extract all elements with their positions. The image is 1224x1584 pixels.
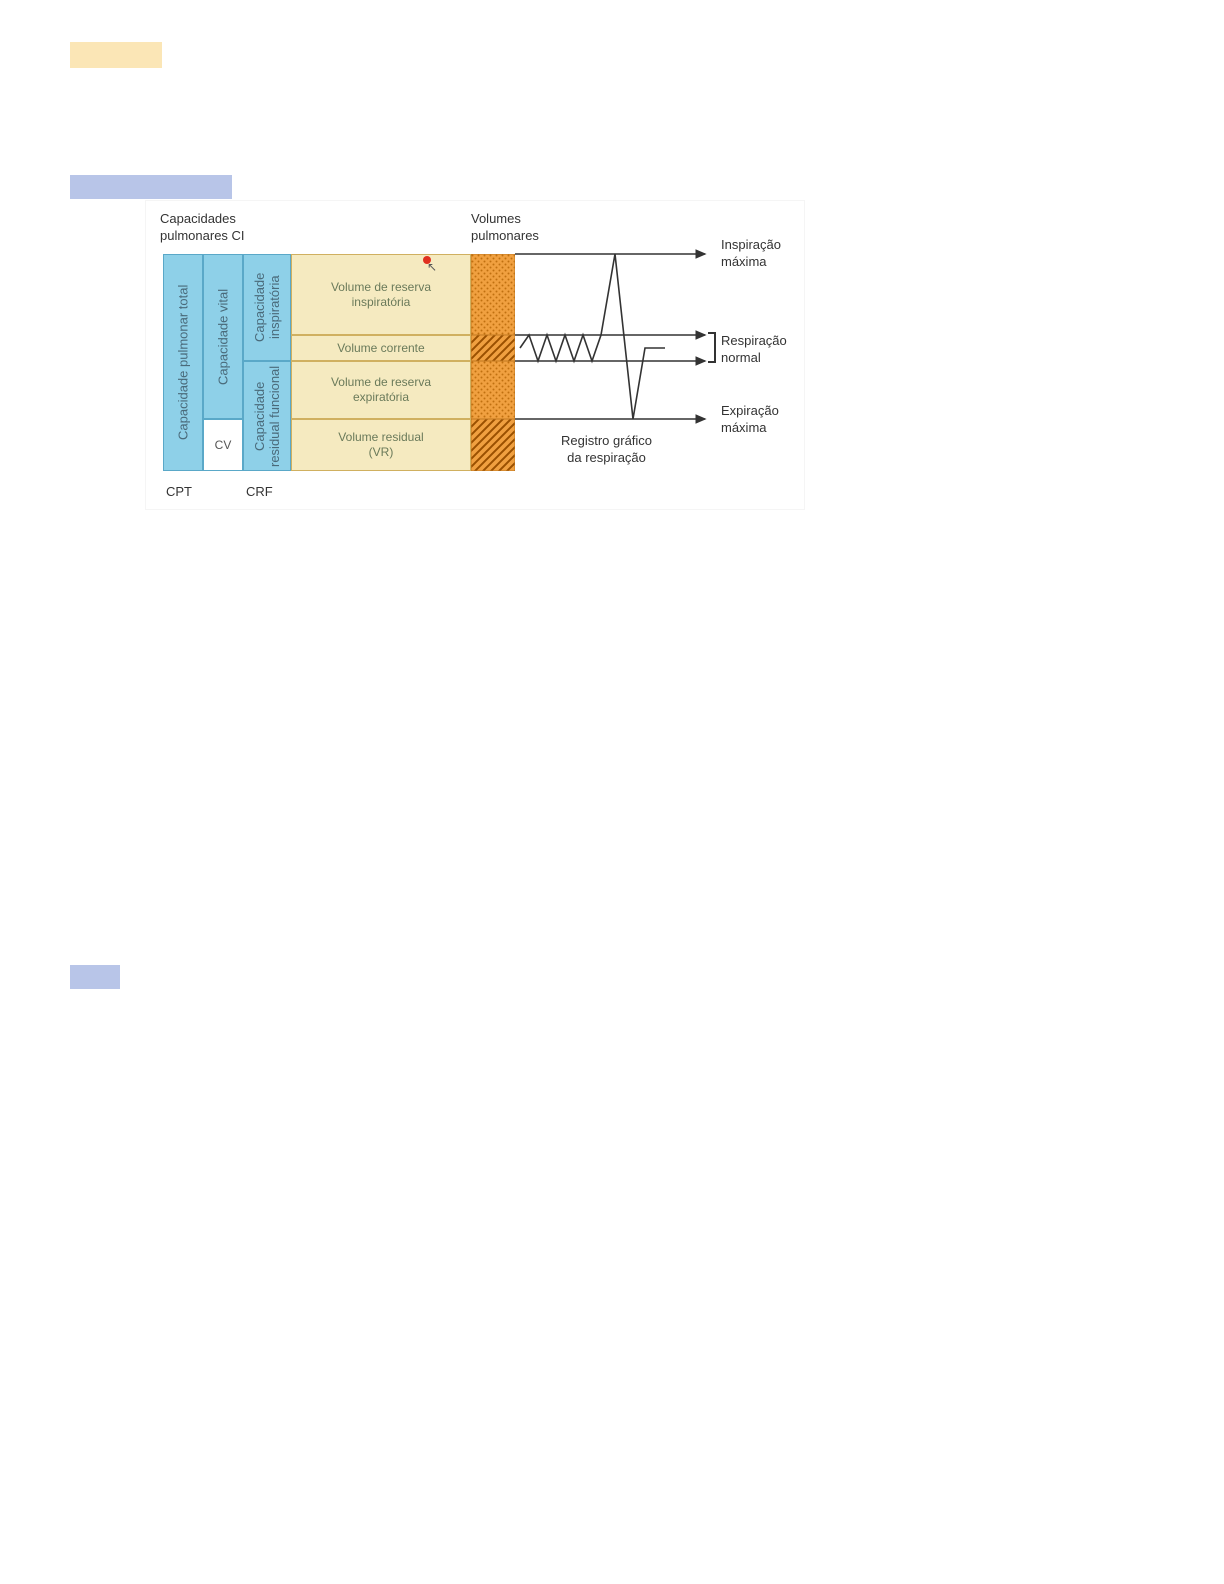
header-capacities: Capacidades pulmonares CI — [160, 211, 245, 245]
capacity-ci-label: Capacidade inspiratória — [244, 255, 290, 360]
capacity-ci: Capacidade inspiratória — [243, 254, 291, 361]
cursor-arrow-icon: ↖ — [427, 260, 437, 274]
pattern-vc — [471, 335, 515, 361]
capacity-crf-label: Capacidade residual funcional — [244, 362, 290, 470]
capacity-crf: Capacidade residual funcional — [243, 361, 291, 471]
label-exp-max: Expiração máxima — [721, 403, 779, 437]
bottom-cpt: CPT — [166, 484, 192, 499]
wave-caption: Registro gráfico da respiração — [561, 433, 652, 467]
header-volumes: Volumes pulmonares — [471, 211, 539, 245]
volume-vre: Volume de reserva expiratória — [291, 361, 471, 419]
highlight-blue-1 — [70, 175, 232, 199]
highlight-blue-2 — [70, 965, 120, 989]
pattern-vr — [471, 419, 515, 471]
label-resp-norm: Respiração normal — [721, 333, 787, 367]
capacity-cv-label: Capacidade vital — [204, 255, 242, 418]
highlight-yellow — [70, 42, 162, 68]
volume-vc: Volume corrente — [291, 335, 471, 361]
cv-short-text: CV — [215, 438, 232, 452]
capacity-cv-short: CV — [203, 419, 243, 471]
lung-volumes-diagram: Capacidades pulmonares CI Volumes pulmon… — [145, 200, 805, 510]
label-insp-max: Inspiração máxima — [721, 237, 781, 271]
pattern-vri — [471, 254, 515, 335]
bracket-normal — [708, 332, 716, 363]
capacity-cv: Capacidade vital — [203, 254, 243, 419]
capacity-cpt: Capacidade pulmonar total — [163, 254, 203, 471]
capacity-cpt-label: Capacidade pulmonar total — [164, 255, 202, 470]
bottom-crf: CRF — [246, 484, 273, 499]
volume-vr: Volume residual (VR) — [291, 419, 471, 471]
volume-vri: Volume de reserva inspiratória — [291, 254, 471, 335]
pattern-vre — [471, 361, 515, 419]
